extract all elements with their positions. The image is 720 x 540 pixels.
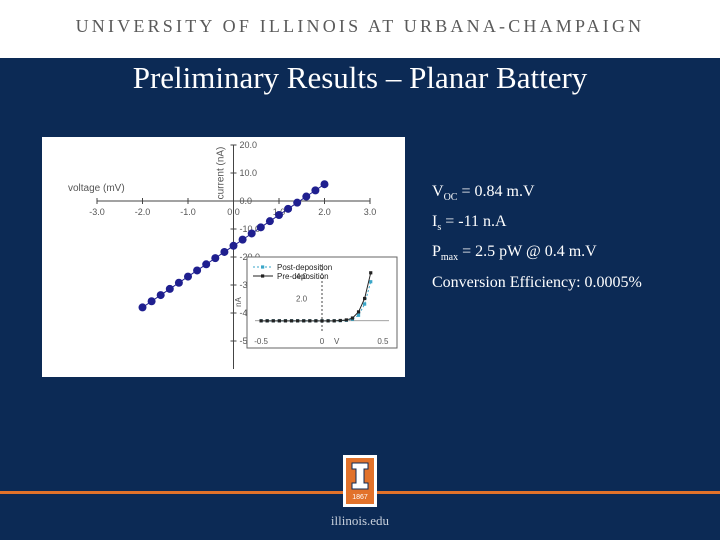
university-wordmark: UNIVERSITY OF ILLINOIS AT URBANA-CHAMPAI… <box>75 16 645 36</box>
x-tick-label-0: -3.0 <box>89 207 105 217</box>
main-series-point-4 <box>174 278 183 287</box>
inset-series-1-point-8 <box>308 319 312 323</box>
inset-x-tick-label-2: 0.5 <box>377 337 389 346</box>
inset-series-1-point-12 <box>332 319 336 323</box>
is-symbol: I <box>432 213 438 231</box>
voc-value: = 0.84 m.V <box>457 183 535 200</box>
main-series-point-14 <box>265 217 274 226</box>
efficiency-line: Conversion Efficiency: 0.0005% <box>432 273 642 291</box>
voc-subscript: OC <box>443 192 458 204</box>
inset-series-1-point-5 <box>289 319 294 323</box>
y-tick-label-3: -10.0 <box>240 224 261 234</box>
inset-series-1-point-6 <box>296 319 300 323</box>
main-series-point-12 <box>247 229 256 238</box>
inset-series-1-point-3 <box>277 319 281 323</box>
is-subscript: s <box>437 222 442 234</box>
inset-x-tick-label-0: -0.5 <box>254 337 268 346</box>
y-tick-label-1: 10.0 <box>240 168 258 178</box>
main-series-point-0 <box>138 303 147 312</box>
main-series-point-6 <box>193 266 202 275</box>
inset-x-tick-label-1: 0 <box>320 337 325 346</box>
main-series-point-15 <box>275 211 283 219</box>
main-series-point-20 <box>320 180 329 189</box>
x-tick-label-2: -1.0 <box>180 207 196 217</box>
inset-series-1-point-4 <box>283 319 288 323</box>
inset-series-1-point-18 <box>369 271 373 275</box>
y-tick-label-2: 0.0 <box>240 196 253 206</box>
inset-series-1-point-7 <box>302 319 306 323</box>
x-axis-title: voltage (mV) <box>68 183 125 194</box>
pmax-symbol: P <box>432 243 441 261</box>
is-line: Is = -11 n.A <box>432 210 642 240</box>
main-series-point-11 <box>238 235 247 244</box>
inset-series-1-point-13 <box>338 318 342 323</box>
inset-y-axis-title: nA <box>234 296 243 306</box>
legend-marker-1 <box>261 274 265 278</box>
inset-x-axis-title: V <box>334 337 340 346</box>
inset-series-1-point-14 <box>344 318 348 322</box>
inset-series-1-point-2 <box>271 319 275 323</box>
legend-marker-0 <box>261 265 265 269</box>
block-i-logo: 1867 <box>343 455 377 507</box>
inset-series-1-point-10 <box>320 319 324 323</box>
legend-label-1: Pre-deposition <box>277 272 329 281</box>
y-tick-label-0: 20.0 <box>240 140 258 150</box>
x-tick-label-5: 2.0 <box>318 207 331 217</box>
x-tick-label-3: 0.0 <box>227 207 240 217</box>
inset-series-1-point-16 <box>356 310 361 314</box>
pmax-line: Pmax = 2.5 pW @ 0.4 m.V <box>432 240 642 270</box>
is-value: = -11 n.A <box>441 213 507 231</box>
main-series-point-10 <box>229 241 238 250</box>
inset-series-1-point-1 <box>265 319 269 323</box>
inset-series-1-point-9 <box>314 319 318 323</box>
main-series-point-19 <box>311 186 320 195</box>
main-series-point-9 <box>220 247 229 256</box>
main-series-point-2 <box>156 291 165 300</box>
inset-series-1-point-0 <box>259 319 263 323</box>
inset-y-tick-label-0: 4.0 <box>296 272 308 281</box>
main-series-point-3 <box>165 284 174 293</box>
seal-year: 1867 <box>352 494 368 501</box>
inset-series-0-point-18 <box>369 280 373 284</box>
main-series-point-5 <box>184 272 192 281</box>
results-list: VOC = 0.84 m.V Is = -11 n.A Pmax = 2.5 p… <box>432 180 642 295</box>
pmax-subscript: max <box>440 252 459 264</box>
inset-series-1-point-11 <box>326 319 330 323</box>
main-series-point-16 <box>284 204 293 213</box>
x-tick-label-1: -2.0 <box>135 207 151 217</box>
inset-series-1-point-15 <box>350 316 355 320</box>
y-axis-title: current (nA) <box>216 147 227 200</box>
footer-url: illinois.edu <box>330 513 390 528</box>
iv-chart-svg: -3.0-2.0-1.00.01.02.03.020.010.00.0-10.0… <box>68 140 398 369</box>
legend-label-0: Post-deposition <box>277 263 332 272</box>
inset-y-tick-label-1: 2.0 <box>296 295 308 304</box>
main-series-point-13 <box>256 223 265 232</box>
voc-line: VOC = 0.84 m.V <box>432 180 642 210</box>
block-i-icon <box>351 462 369 490</box>
main-series-point-7 <box>202 260 211 269</box>
voc-symbol: V <box>432 183 444 200</box>
inset-series-0-point-17 <box>363 302 367 306</box>
pmax-value: = 2.5 pW @ 0.4 m.V <box>458 243 597 261</box>
inset-series-1-point-17 <box>363 296 367 301</box>
main-series-point-8 <box>211 254 220 263</box>
iv-chart: -3.0-2.0-1.00.01.02.03.020.010.00.0-10.0… <box>42 137 405 377</box>
main-series-point-17 <box>293 198 302 207</box>
main-series-point-18 <box>302 192 311 201</box>
slide-title: Preliminary Results – Planar Battery <box>132 60 588 95</box>
main-series-point-1 <box>147 297 156 306</box>
header-bar: UNIVERSITY OF ILLINOIS AT URBANA-CHAMPAI… <box>0 0 720 58</box>
inset-series-0-point-16 <box>356 313 361 317</box>
block-i-seal: 1867 <box>346 458 374 504</box>
x-tick-label-6: 3.0 <box>364 207 377 217</box>
